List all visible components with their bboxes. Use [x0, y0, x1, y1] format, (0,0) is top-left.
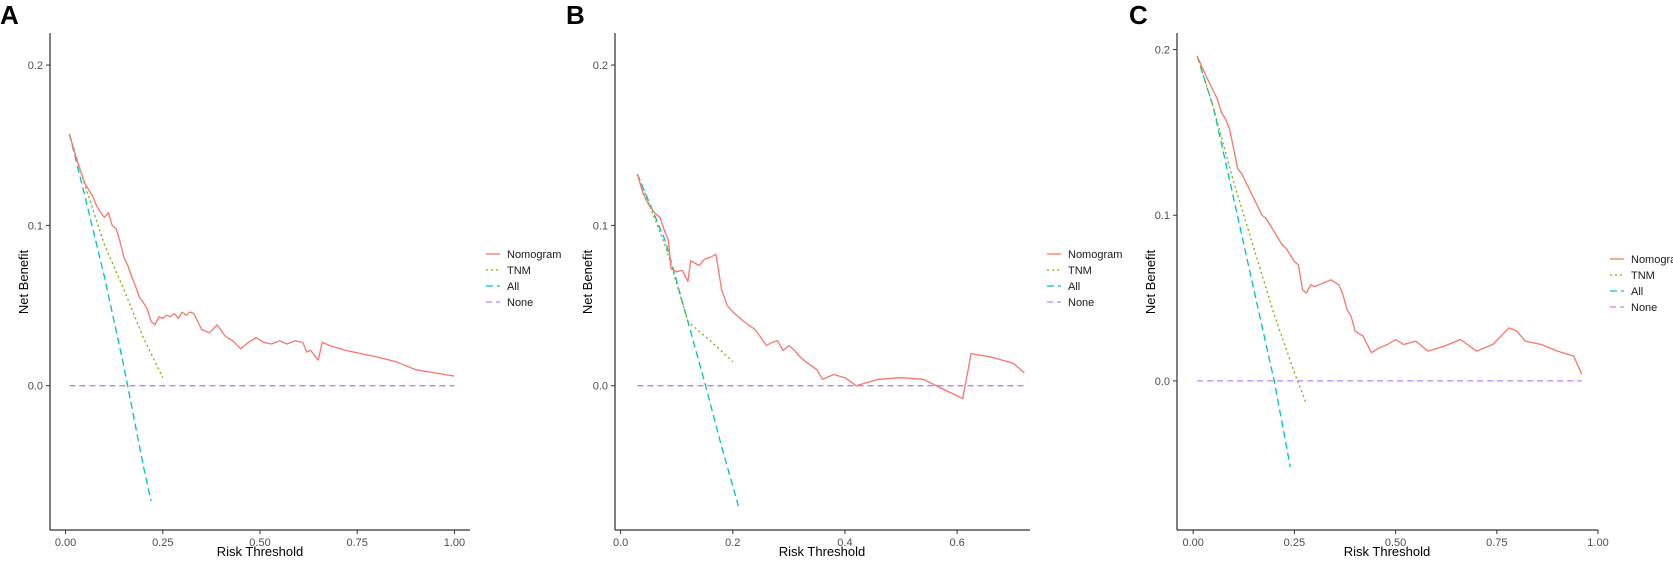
- x-tick-label: 0.50: [249, 537, 270, 549]
- panel-letter-b: B: [566, 0, 585, 30]
- legend-label-nomogram: Nomogram: [1068, 249, 1122, 261]
- legend: Nomogram TNM All None: [1610, 254, 1673, 314]
- x-tick-label: 0.00: [55, 537, 76, 549]
- series-line-nomogram: [68, 133, 455, 377]
- y-ticks: 0.0 0.1 0.2: [593, 60, 615, 393]
- x-tick-label: 0.2: [725, 537, 740, 549]
- y-tick-label: 0.0: [593, 381, 608, 393]
- x-tick-label: 0.25: [1284, 537, 1305, 549]
- series-line-all: [636, 173, 740, 507]
- x-axis-title: Risk Threshold: [217, 544, 303, 559]
- x-tick-label: 0.75: [1486, 537, 1507, 549]
- legend-label-tnm: TNM: [507, 265, 531, 277]
- y-tick-label: 0.0: [28, 381, 43, 393]
- legend: Nomogram TNM All None: [1047, 249, 1122, 309]
- legend: Nomogram TNM All None: [486, 249, 561, 309]
- y-tick-label: 0.0: [1155, 376, 1170, 388]
- y-axis-title: Net Benefit: [580, 249, 595, 314]
- plot-area: [68, 133, 455, 502]
- panel-a: A 0.0 0.1 0.2 0.00 0.25 0.50 0.75 1.00 Risk Th…: [0, 0, 561, 559]
- plot-area: [1196, 55, 1583, 468]
- panel-letter-c: C: [1129, 0, 1148, 30]
- series-line-all: [1196, 56, 1291, 468]
- x-ticks: 0.00 0.25 0.50 0.75 1.00: [1182, 530, 1609, 549]
- y-ticks: 0.0 0.1 0.2: [28, 60, 50, 393]
- x-tick-label: 0.25: [152, 537, 173, 549]
- panel-letter-a: A: [0, 0, 19, 30]
- series-line-tnm: [1196, 56, 1308, 405]
- series-line-all: [68, 133, 152, 502]
- y-axis-title: Net Benefit: [1143, 249, 1158, 314]
- x-tick-label: 0.0: [613, 537, 628, 549]
- y-tick-label: 0.2: [1155, 45, 1170, 57]
- x-tick-label: 1.00: [1587, 537, 1608, 549]
- y-tick-label: 0.1: [28, 220, 43, 232]
- legend-label-none: None: [1631, 302, 1657, 314]
- x-tick-label: 0.4: [837, 537, 852, 549]
- panel-b: B 0.00.10.2 0.0 0.2 0.4 0.6 Risk Threshold …: [566, 0, 1122, 559]
- legend-label-all: All: [1631, 286, 1643, 298]
- series-line-nomogram: [1196, 55, 1583, 375]
- y-tick-label: 0.2: [28, 60, 43, 72]
- legend-label-all: All: [1068, 281, 1080, 293]
- x-axis-title: Risk Threshold: [779, 544, 865, 559]
- legend-label-nomogram: Nomogram: [507, 249, 561, 261]
- y-tick-label: 0.2: [593, 60, 608, 72]
- x-tick-label: 0.75: [347, 537, 368, 549]
- x-tick-label: 0.6: [949, 537, 964, 549]
- legend-label-none: None: [1068, 297, 1094, 309]
- legend-label-none: None: [507, 297, 533, 309]
- legend-label-nomogram: Nomogram: [1631, 254, 1673, 266]
- y-axis-title: Net Benefit: [16, 249, 31, 314]
- legend-label-tnm: TNM: [1631, 270, 1655, 282]
- y-tick-label: 0.1: [593, 220, 608, 232]
- y-tick-label: 0.1: [1155, 210, 1170, 222]
- x-ticks: 0.00 0.25 0.50 0.75 1.00: [55, 530, 465, 549]
- series-line-tnm: [68, 133, 164, 378]
- x-tick-label: 0.00: [1182, 537, 1203, 549]
- panel-c: C 0.0 0.1 0.2 0.00 0.25 0.50 0.75 1.00 Risk Th…: [1129, 0, 1673, 559]
- legend-label-all: All: [507, 281, 519, 293]
- x-tick-label: 1.00: [444, 537, 465, 549]
- x-axis-title: Risk Threshold: [1344, 544, 1430, 559]
- series-line-tnm: [636, 173, 734, 363]
- y-ticks: 0.0 0.1 0.2: [1155, 45, 1177, 388]
- legend-label-tnm: TNM: [1068, 265, 1092, 277]
- x-ticks: 0.0 0.2 0.4 0.6: [613, 530, 965, 549]
- x-tick-label: 0.50: [1385, 537, 1406, 549]
- plot-area: [636, 173, 1025, 507]
- series-line-nomogram: [636, 173, 1025, 400]
